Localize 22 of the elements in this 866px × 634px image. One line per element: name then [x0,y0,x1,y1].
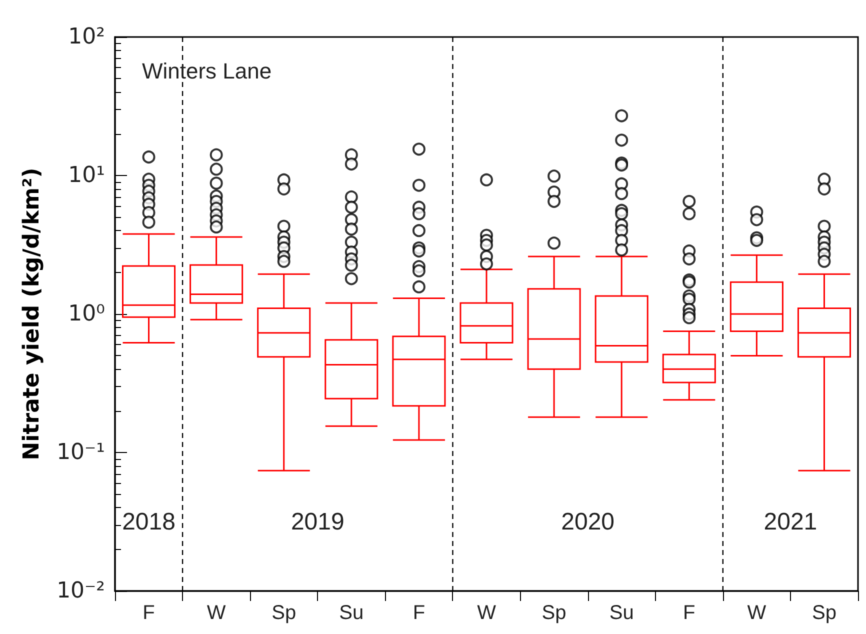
y-tick-label: 10⁻² [56,578,105,604]
annotation: 2019 [290,508,344,536]
x-tick-label: F [683,602,696,624]
x-tick-label: Sp [812,602,836,624]
y-tick-label: 10² [68,24,105,50]
y-tick-label: 10⁰ [68,302,106,326]
x-tick-label: Sp [542,602,566,624]
annotation: 2020 [561,508,615,536]
x-tick-label: W [747,602,766,624]
annotation: 2021 [764,508,818,536]
text: Winters Lane [142,58,272,84]
annotation: 2018 [122,508,176,536]
x-tick-label: W [206,602,226,624]
x-tick-label: F [142,602,155,624]
x-tick-label: Sp [272,602,296,624]
y-axis-title: Nitrate yield (kg/d/km²) [20,168,44,460]
x-tick-label: F [412,602,426,624]
x-tick-label: W [477,602,496,624]
x-tick-label: Su [609,602,634,624]
y-tick-label: 10¹ [68,163,105,188]
y-tick-label: 10⁻¹ [56,440,105,465]
x-tick-label: Su [339,602,364,624]
